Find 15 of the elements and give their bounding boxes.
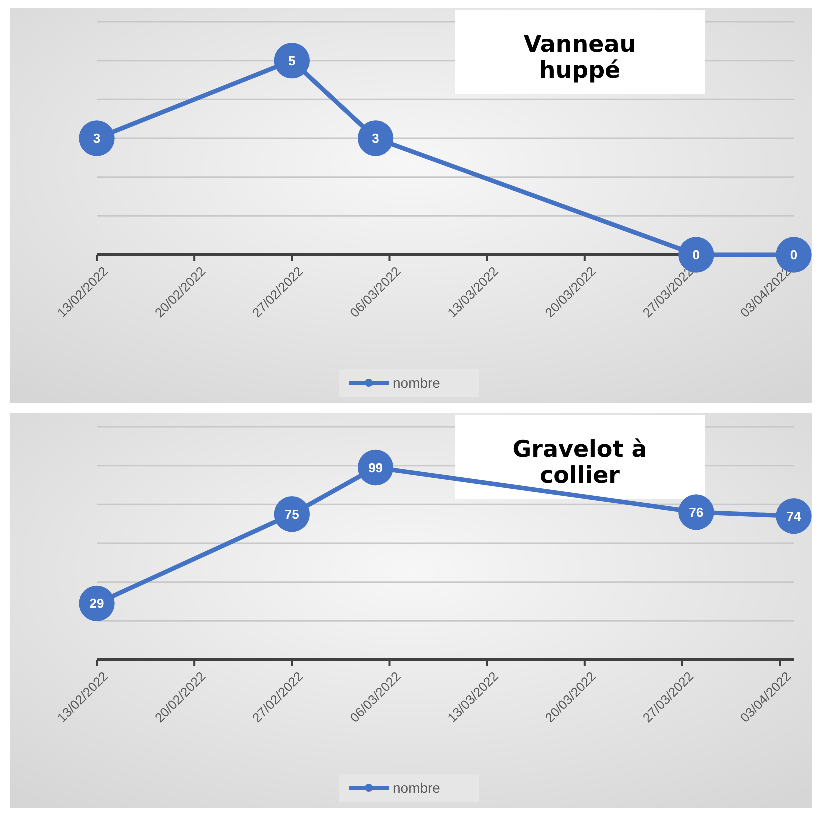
data-label: 75: [284, 506, 300, 522]
data-label: 5: [288, 53, 296, 68]
data-label: 99: [368, 460, 384, 476]
data-label: 0: [692, 248, 700, 263]
point: [274, 496, 310, 532]
data-label: 76: [689, 504, 704, 520]
text: Vanneau huppé: [524, 32, 636, 84]
legend-label: nombre: [393, 780, 441, 796]
data-label: 29: [90, 596, 104, 612]
data-label: 3: [372, 131, 380, 146]
data-label: 0: [790, 248, 798, 263]
text: Gravelot à collier: [512, 437, 648, 489]
legend-label: nombre: [393, 374, 441, 391]
data-label: 3: [93, 131, 101, 146]
data-label: 74: [786, 508, 802, 524]
